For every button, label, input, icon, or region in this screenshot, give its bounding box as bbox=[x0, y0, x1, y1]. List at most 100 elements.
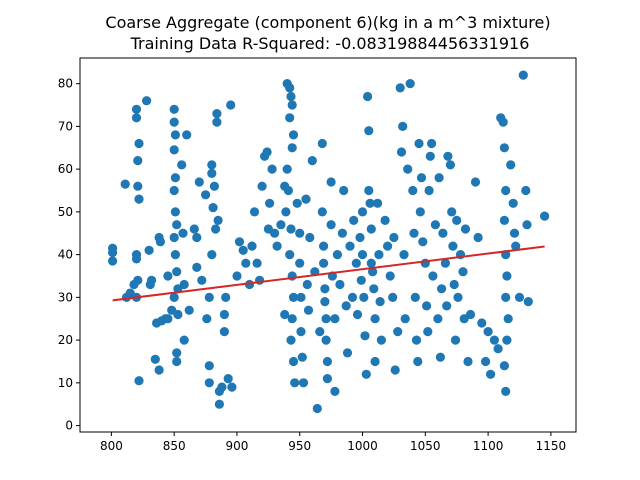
data-point-17 bbox=[134, 376, 144, 386]
x-tick-label-800: 800 bbox=[100, 439, 123, 453]
data-point-206 bbox=[422, 301, 432, 311]
data-point-139 bbox=[320, 284, 330, 294]
data-point-262 bbox=[523, 297, 533, 307]
y-tick-label-70: 70 bbox=[58, 119, 73, 133]
data-point-213 bbox=[433, 314, 443, 324]
data-point-195 bbox=[405, 79, 415, 89]
data-point-238 bbox=[483, 327, 493, 337]
data-point-204 bbox=[418, 237, 428, 247]
data-point-123 bbox=[296, 292, 306, 302]
data-point-109 bbox=[282, 164, 292, 174]
x-tick-label-1150: 1150 bbox=[536, 439, 567, 453]
data-point-161 bbox=[355, 232, 365, 243]
data-point-133 bbox=[312, 403, 322, 414]
data-point-154 bbox=[341, 301, 351, 311]
data-point-110 bbox=[283, 185, 293, 196]
data-point-32 bbox=[169, 104, 179, 114]
data-point-58 bbox=[197, 275, 207, 285]
x-tick-label-1000: 1000 bbox=[347, 439, 378, 453]
data-point-155 bbox=[342, 348, 353, 358]
data-point-233 bbox=[465, 309, 476, 320]
data-point-118 bbox=[288, 356, 299, 367]
data-point-148 bbox=[330, 314, 340, 324]
data-point-177 bbox=[370, 356, 380, 367]
data-point-160 bbox=[352, 309, 363, 320]
data-point-172 bbox=[366, 224, 376, 234]
data-point-149 bbox=[330, 386, 340, 396]
data-point-71 bbox=[212, 117, 222, 127]
data-point-108 bbox=[287, 143, 297, 153]
fit-line bbox=[112, 245, 545, 302]
data-point-57 bbox=[194, 177, 204, 187]
data-point-182 bbox=[380, 215, 390, 225]
data-point-144 bbox=[322, 374, 332, 384]
data-point-143 bbox=[322, 356, 332, 367]
data-point-9 bbox=[133, 156, 143, 166]
data-point-222 bbox=[447, 207, 457, 217]
data-point-95 bbox=[265, 198, 275, 208]
data-point-37 bbox=[169, 185, 179, 196]
data-point-191 bbox=[398, 121, 408, 131]
data-point-97 bbox=[270, 228, 280, 238]
data-point-157 bbox=[347, 292, 358, 302]
data-point-67 bbox=[207, 250, 217, 260]
data-point-166 bbox=[360, 331, 370, 341]
fit-line-layer bbox=[112, 245, 545, 302]
data-point-111 bbox=[281, 207, 291, 217]
y-tick-label-30: 30 bbox=[58, 290, 73, 304]
data-point-250 bbox=[503, 314, 513, 324]
y-tick-label-10: 10 bbox=[58, 376, 73, 390]
data-point-90 bbox=[255, 275, 265, 285]
data-point-198 bbox=[410, 292, 420, 302]
data-point-217 bbox=[438, 228, 448, 238]
data-point-88 bbox=[249, 207, 260, 217]
y-axis-ticks: 0 10 20 30 40 50 60 70 80 bbox=[58, 77, 80, 433]
data-point-227 bbox=[453, 292, 463, 302]
data-point-203 bbox=[416, 173, 427, 183]
data-point-175 bbox=[369, 284, 379, 294]
data-point-22 bbox=[150, 354, 160, 364]
x-tick-label-950: 950 bbox=[288, 439, 311, 453]
data-point-105 bbox=[287, 100, 297, 110]
data-point-237 bbox=[481, 356, 491, 367]
data-point-73 bbox=[214, 399, 224, 409]
data-point-77 bbox=[219, 327, 229, 337]
data-point-258 bbox=[514, 292, 525, 302]
data-point-135 bbox=[317, 138, 327, 149]
data-point-248 bbox=[502, 271, 512, 281]
data-point-141 bbox=[321, 314, 331, 324]
data-point-101 bbox=[280, 309, 290, 320]
data-point-55 bbox=[192, 232, 202, 243]
data-point-199 bbox=[411, 335, 422, 345]
data-point-112 bbox=[286, 224, 296, 234]
data-point-1 bbox=[108, 247, 118, 258]
y-tick-label-60: 60 bbox=[58, 162, 73, 176]
data-point-14 bbox=[131, 254, 142, 264]
data-point-11 bbox=[134, 138, 144, 149]
data-point-185 bbox=[388, 292, 398, 302]
data-point-236 bbox=[477, 318, 487, 328]
data-point-103 bbox=[285, 83, 295, 93]
data-point-89 bbox=[252, 258, 262, 268]
data-point-49 bbox=[178, 228, 188, 238]
data-point-142 bbox=[321, 335, 331, 345]
data-point-246 bbox=[499, 215, 509, 225]
data-point-79 bbox=[223, 374, 233, 384]
data-point-52 bbox=[179, 335, 189, 345]
data-point-137 bbox=[319, 241, 329, 251]
data-point-125 bbox=[297, 352, 307, 362]
data-point-229 bbox=[458, 267, 468, 277]
data-point-19 bbox=[144, 245, 154, 255]
data-point-119 bbox=[290, 378, 300, 388]
data-point-104 bbox=[286, 91, 296, 102]
data-point-48 bbox=[177, 160, 187, 170]
data-point-208 bbox=[424, 185, 434, 196]
data-point-235 bbox=[473, 232, 483, 243]
data-point-220 bbox=[443, 151, 453, 161]
data-point-256 bbox=[509, 228, 520, 238]
data-point-252 bbox=[499, 361, 509, 371]
data-point-223 bbox=[448, 241, 458, 251]
data-point-226 bbox=[452, 215, 462, 225]
data-point-30 bbox=[163, 314, 173, 324]
